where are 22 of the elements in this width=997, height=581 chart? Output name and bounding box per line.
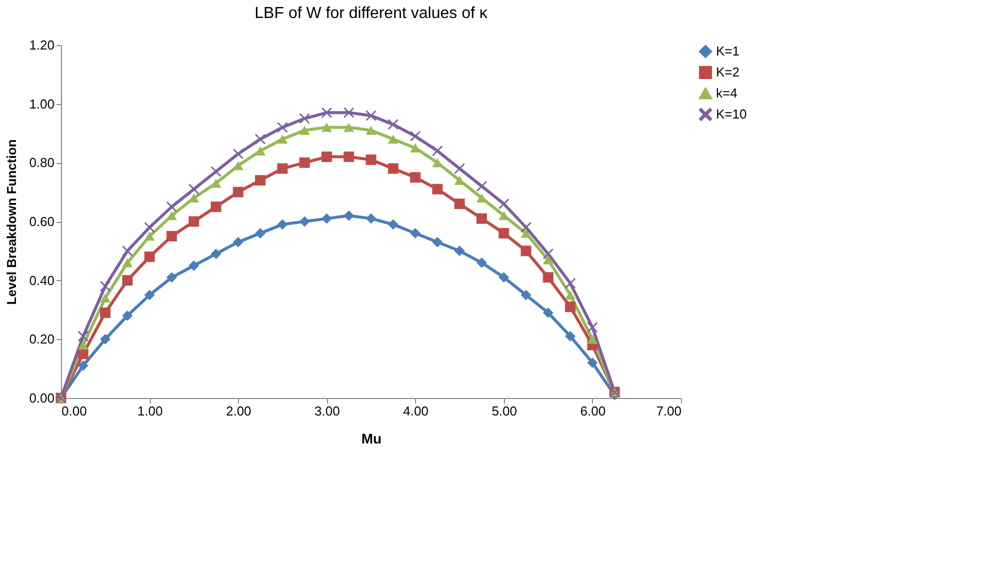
- y-tick-label: 1.20: [29, 38, 54, 52]
- y-axis-title: Level Breakdown Function: [4, 139, 20, 305]
- y-tick-label: 1.00: [29, 96, 54, 112]
- x-tick-label: 4.00: [403, 404, 428, 418]
- x-axis-title: Mu: [361, 430, 382, 446]
- y-tick-label: 0.40: [29, 272, 54, 288]
- y-tick-label: 0.20: [29, 332, 54, 347]
- x-tick-label: 5.00: [492, 404, 518, 418]
- legend-label: K=2: [716, 64, 740, 80]
- x-tick-label: 6.00: [580, 404, 606, 418]
- y-tick-label: 0.00: [29, 390, 54, 406]
- x-tick-label: 2.00: [226, 404, 252, 418]
- legend-label: k=4: [716, 86, 738, 100]
- chart-title: LBF of W for different values of κ: [254, 5, 488, 22]
- y-tick-label: 0.60: [29, 214, 54, 229]
- x-tick-label: 3.00: [314, 404, 340, 418]
- x-tick-label: 0.00: [62, 404, 87, 418]
- legend-label: K=1: [716, 44, 740, 58]
- y-tick-label: 0.80: [29, 155, 54, 170]
- x-tick-label: 7.00: [656, 404, 682, 418]
- legend-label: K=10: [716, 106, 747, 122]
- x-tick-label: 1.00: [137, 404, 163, 418]
